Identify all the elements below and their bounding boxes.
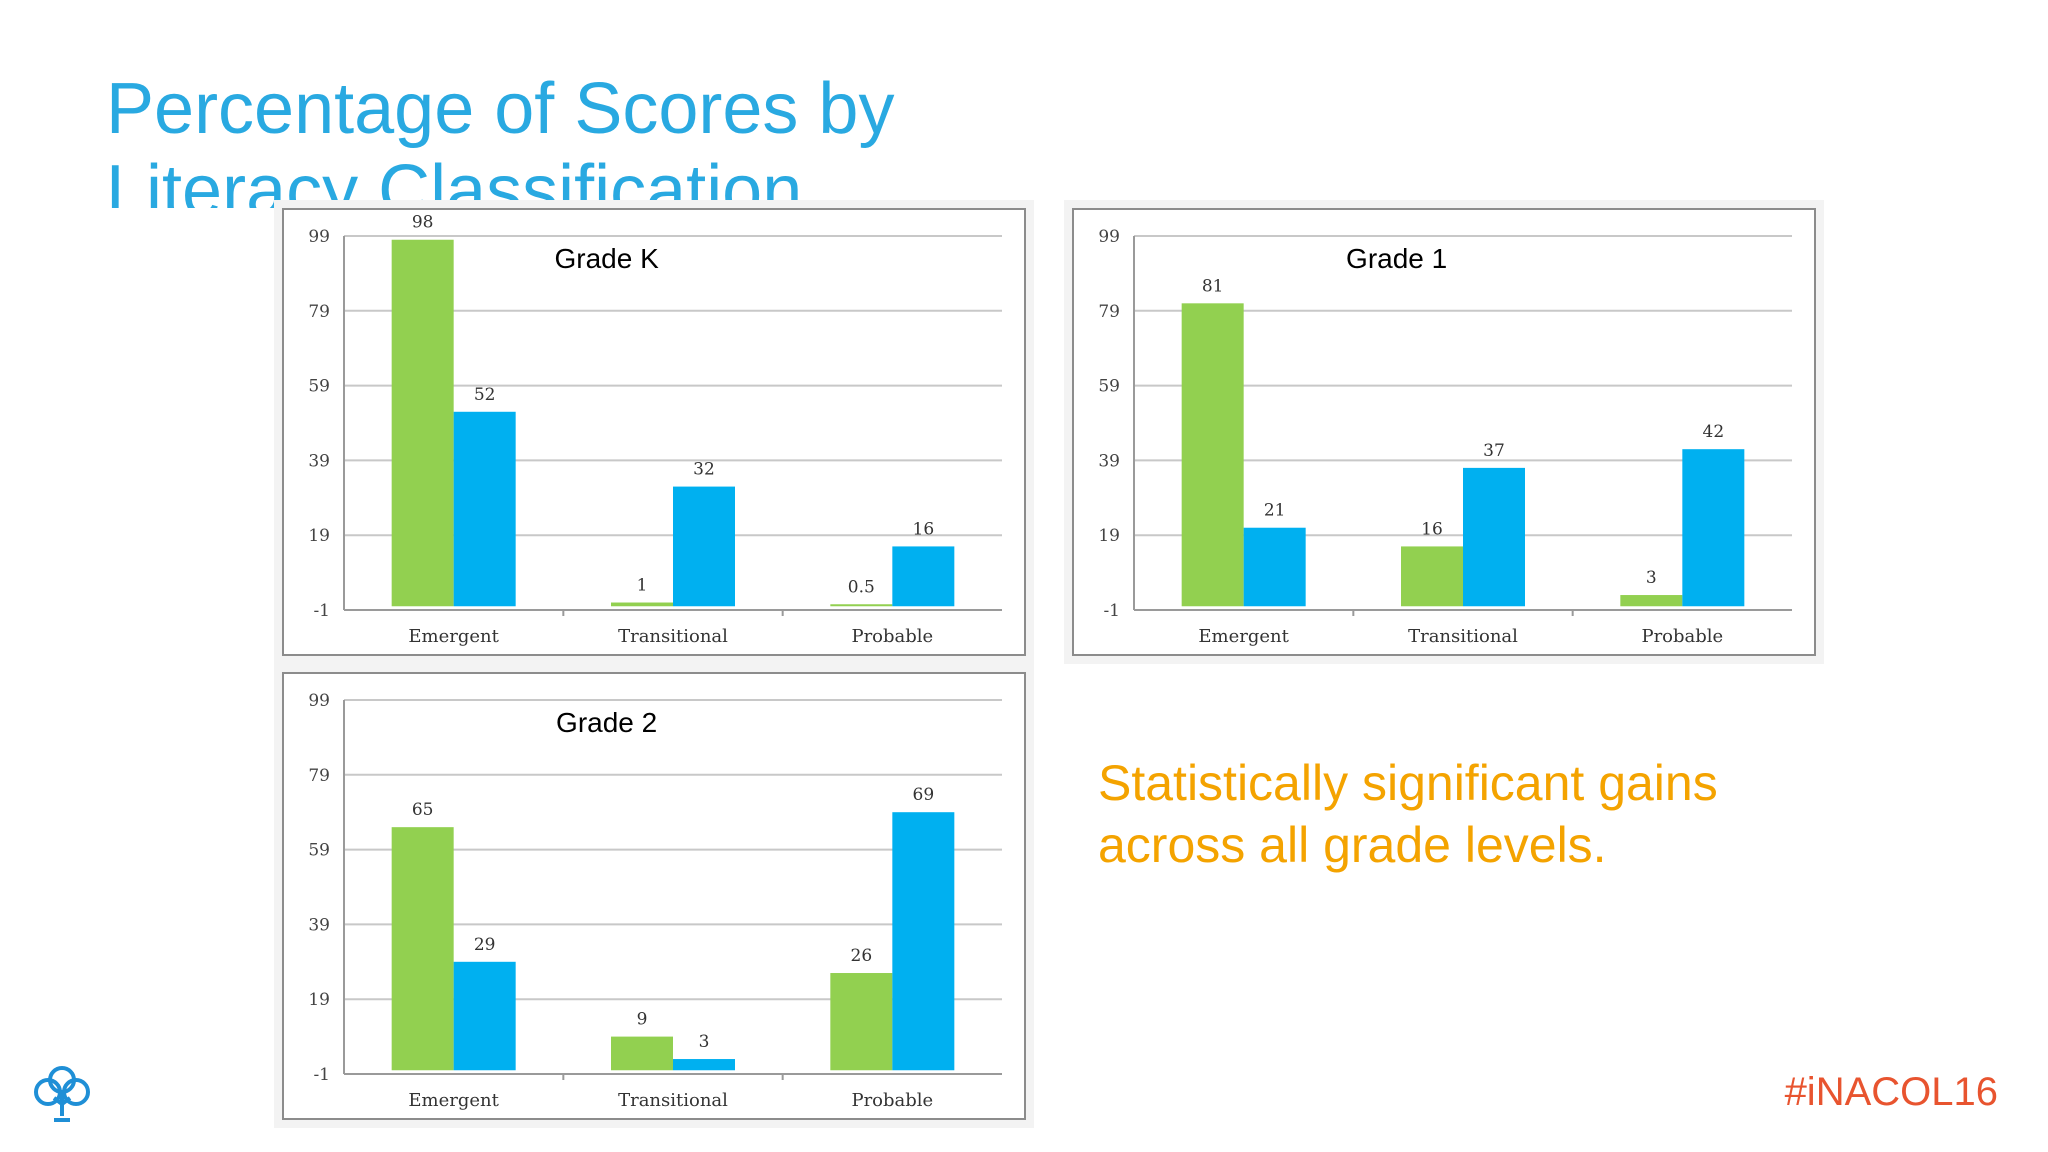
bar: [673, 1059, 735, 1071]
x-category-label: Transitional: [618, 626, 728, 647]
y-tick-label: 79: [1098, 302, 1120, 322]
chart-title: Grade K: [554, 243, 659, 274]
bar: [830, 973, 893, 1071]
x-category-label: Transitional: [1408, 626, 1518, 647]
chart-grade-k-svg: 99 79 59 39 19 -1 98 52 Emergent 1 32 Transitional 0…: [308, 213, 1002, 647]
data-label: 29: [474, 935, 496, 955]
chart-title: Grade 1: [1346, 243, 1447, 274]
y-tick-label: 99: [1098, 227, 1120, 247]
data-label: 37: [1483, 441, 1505, 461]
y-tick-label: 39: [308, 915, 330, 935]
bar: [892, 812, 955, 1071]
data-label: 16: [1421, 519, 1443, 539]
y-tick-label: 79: [308, 302, 330, 322]
y-tick-label: -1: [1103, 601, 1120, 621]
callout-line-1: Statistically significant gains: [1098, 755, 1718, 811]
data-label: 69: [913, 785, 935, 805]
y-tick-label: 99: [308, 227, 330, 247]
bar: [453, 961, 516, 1071]
hashtag-label: #iNACOL16: [1784, 1070, 1998, 1114]
callout-line-2: across all grade levels.: [1098, 817, 1607, 873]
bar: [1682, 449, 1745, 607]
data-label: 21: [1264, 501, 1286, 521]
y-tick-label: 39: [1098, 451, 1120, 471]
data-label: 26: [851, 946, 873, 966]
data-label: 16: [913, 519, 935, 539]
y-tick-label: -1: [313, 1065, 330, 1085]
x-category-label: Emergent: [408, 626, 499, 647]
tree-logo-icon: [34, 1066, 90, 1122]
x-category-label: Emergent: [408, 1090, 499, 1111]
bar: [892, 546, 955, 607]
bar: [1463, 467, 1525, 607]
data-label: 81: [1202, 276, 1224, 296]
callout-text: Statistically significant gains across a…: [1098, 752, 1778, 876]
y-tick-label: 59: [1098, 377, 1120, 397]
chart-grade-1: 99 79 59 39 19 -1 81 21 Emergent 16 37 Transitional…: [1072, 208, 1816, 656]
data-label: 32: [693, 460, 715, 480]
bar: [1181, 303, 1244, 607]
x-category-label: Transitional: [618, 1090, 728, 1111]
data-label: 98: [412, 213, 434, 233]
chart-grade-2: 99 79 59 39 19 -1 65 29 Emergent 9 3 Transitional 26…: [282, 672, 1026, 1120]
bar: [611, 602, 673, 607]
x-category-label: Probable: [1641, 626, 1723, 647]
bar: [1401, 546, 1463, 607]
chart-grade-k: 99 79 59 39 19 -1 98 52 Emergent 1 32 Transitional 0…: [282, 208, 1026, 656]
data-label: 9: [637, 1010, 648, 1030]
data-label: 3: [699, 1032, 710, 1052]
data-label: 42: [1703, 422, 1725, 442]
chart-title: Grade 2: [556, 707, 657, 738]
y-tick-label: 79: [308, 766, 330, 786]
bar: [1620, 595, 1683, 607]
x-category-label: Probable: [851, 626, 933, 647]
bar: [1243, 527, 1306, 607]
data-label: 65: [412, 800, 434, 820]
data-label: 0.5: [848, 577, 875, 597]
bar: [611, 1036, 673, 1071]
x-category-label: Emergent: [1198, 626, 1289, 647]
bar: [391, 239, 454, 607]
y-tick-label: 99: [308, 691, 330, 711]
data-label: 52: [474, 385, 496, 405]
y-tick-label: 59: [308, 377, 330, 397]
y-tick-label: -1: [313, 601, 330, 621]
data-label: 3: [1646, 568, 1657, 588]
data-label: 1: [637, 576, 648, 596]
slide-title: Percentage of Scores by Literacy Classif…: [106, 69, 895, 208]
bar: [830, 604, 893, 607]
chart-grade-1-svg: 99 79 59 39 19 -1 81 21 Emergent 16 37 Transitional…: [1098, 227, 1792, 647]
y-tick-label: 19: [1098, 526, 1120, 546]
y-tick-label: 19: [308, 526, 330, 546]
bar: [391, 827, 454, 1071]
y-tick-label: 59: [308, 841, 330, 861]
y-tick-label: 39: [308, 451, 330, 471]
bar: [453, 411, 516, 607]
y-tick-label: 19: [308, 990, 330, 1010]
bar: [673, 486, 735, 607]
chart-grade-2-svg: 99 79 59 39 19 -1 65 29 Emergent 9 3 Transitional 26…: [308, 691, 1002, 1111]
x-category-label: Probable: [851, 1090, 933, 1111]
